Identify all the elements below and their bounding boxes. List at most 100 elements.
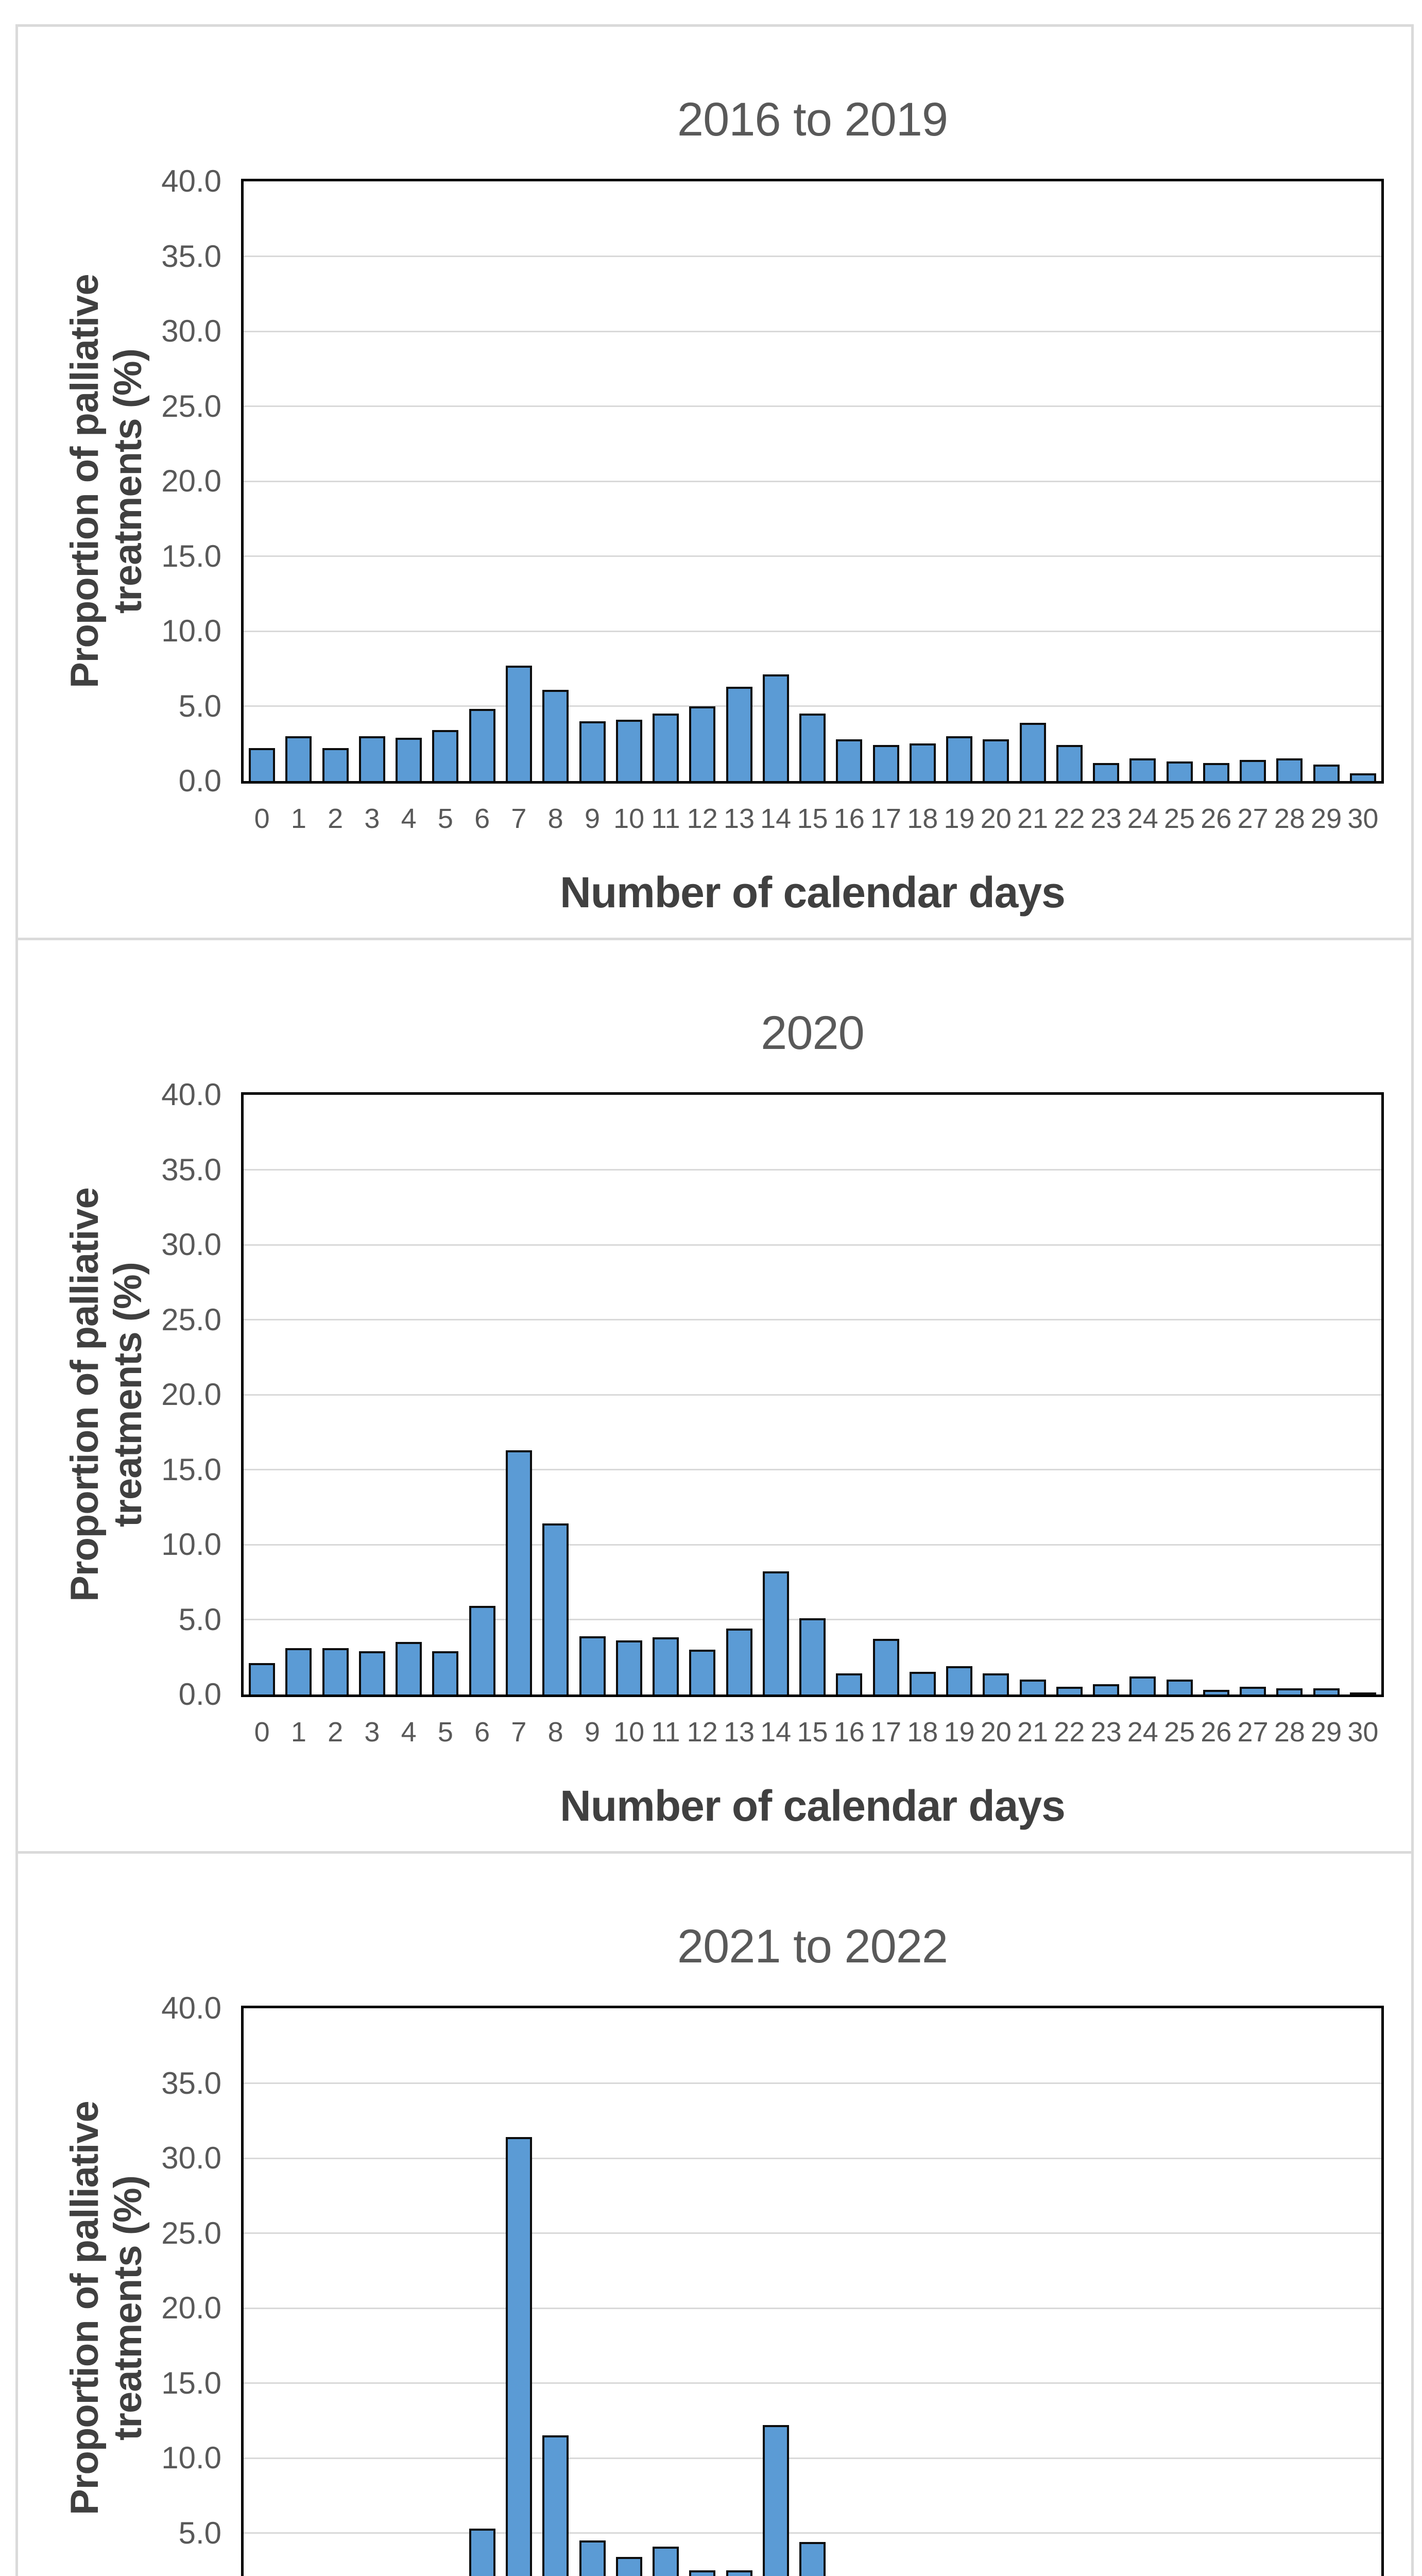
x-tick-label: 22	[1054, 803, 1085, 834]
x-tick-label: 5	[437, 803, 453, 834]
bar-day-11	[653, 714, 679, 781]
plot-area	[241, 1092, 1384, 1697]
bar-day-20	[983, 739, 1009, 781]
bar-day-29	[1313, 1688, 1340, 1694]
y-tick-label: 20.0	[161, 2291, 221, 2325]
x-tick-label: 7	[511, 1717, 527, 1748]
bar-day-12	[689, 1649, 716, 1694]
bar-day-11	[653, 1637, 679, 1694]
gridline	[244, 1394, 1381, 1396]
bar-day-30	[1349, 1692, 1376, 1694]
bar-day-2	[322, 748, 349, 781]
bar-day-15	[799, 714, 826, 781]
x-tick-label: 23	[1090, 1717, 1122, 1748]
x-tick-label: 26	[1201, 803, 1232, 834]
bar-day-17	[872, 1639, 899, 1694]
x-tick-label: 9	[584, 1717, 601, 1748]
y-tick-label: 0.0	[178, 1677, 221, 1711]
y-tick-label: 35.0	[161, 2065, 221, 2100]
bar-day-15	[799, 1618, 826, 1694]
bar-day-24	[1129, 758, 1156, 781]
bar-day-18	[909, 743, 936, 781]
bar-day-26	[1203, 1690, 1229, 1694]
x-tick-label: 4	[401, 803, 417, 834]
x-tick-label: 14	[760, 1717, 792, 1748]
bar-day-8	[542, 689, 569, 781]
x-tick-label: 9	[584, 803, 601, 834]
x-axis-title: Number of calendar days	[560, 1782, 1066, 1830]
gridline	[244, 1544, 1381, 1546]
x-tick-label: 10	[613, 1717, 645, 1748]
bar-day-0	[249, 748, 276, 781]
y-tick-label: 20.0	[161, 464, 221, 498]
bar-day-8	[542, 1523, 569, 1694]
y-tick-label: 40.0	[161, 164, 221, 198]
bar-day-24	[1129, 1676, 1156, 1694]
y-tick-label: 35.0	[161, 239, 221, 274]
figure-container: 2016 to 2019 Proportion of palliative tr…	[15, 24, 1414, 2576]
plot-area	[241, 2006, 1384, 2576]
gridline	[244, 2457, 1381, 2459]
gridline	[244, 630, 1381, 632]
y-tick-label: 10.0	[161, 1527, 221, 1562]
bar-day-29	[1313, 765, 1340, 781]
y-tick-label: 30.0	[161, 314, 221, 348]
y-axis-title: Proportion of palliative treatments (%)	[63, 274, 150, 688]
x-tick-label: 8	[547, 803, 563, 834]
bar-day-14	[762, 2425, 789, 2576]
gridline	[244, 1469, 1381, 1470]
bar-day-7	[505, 2137, 532, 2576]
bar-day-28	[1276, 1688, 1303, 1694]
x-tick-label: 20	[980, 1717, 1012, 1748]
x-tick-label: 16	[833, 1717, 865, 1748]
x-tick-label: 27	[1237, 803, 1269, 834]
x-tick-label: 29	[1311, 1717, 1342, 1748]
gridline	[244, 2082, 1381, 2084]
bar-day-25	[1166, 761, 1193, 781]
x-tick-label: 7	[511, 803, 527, 834]
bar-day-15	[799, 2542, 826, 2576]
y-tick-label: 40.0	[161, 1991, 221, 2025]
bar-day-13	[726, 1629, 752, 1694]
y-tick-label: 30.0	[161, 2141, 221, 2175]
bar-day-3	[358, 736, 385, 781]
y-tick-label: 25.0	[161, 1302, 221, 1337]
x-tick-label: 0	[254, 1717, 270, 1748]
x-tick-label: 21	[1017, 1717, 1049, 1748]
gridline	[244, 2232, 1381, 2234]
x-tick-label: 4	[401, 1717, 417, 1748]
x-tick-label: 5	[437, 1717, 453, 1748]
gridline	[244, 405, 1381, 407]
y-tick-label: 25.0	[161, 2215, 221, 2250]
x-tick-label: 24	[1127, 1717, 1158, 1748]
bar-day-22	[1056, 1687, 1083, 1694]
bar-day-19	[946, 736, 972, 781]
x-tick-label: 28	[1274, 803, 1305, 834]
x-tick-label: 3	[364, 1717, 380, 1748]
bar-day-23	[1093, 1684, 1120, 1694]
y-tick-label: 5.0	[178, 1602, 221, 1637]
bar-day-11	[653, 2546, 679, 2576]
y-tick-label: 25.0	[161, 388, 221, 423]
bar-day-20	[983, 1673, 1009, 1694]
x-tick-label: 29	[1311, 803, 1342, 834]
bar-day-12	[689, 706, 716, 781]
bar-day-6	[469, 709, 495, 781]
bar-day-9	[579, 2540, 606, 2576]
x-tick-label: 11	[651, 1717, 680, 1748]
gridline	[244, 2307, 1381, 2309]
bar-day-22	[1056, 745, 1083, 781]
bar-day-13	[726, 2570, 752, 2576]
y-tick-label: 35.0	[161, 1152, 221, 1187]
x-tick-label: 11	[651, 803, 680, 834]
bar-day-4	[396, 1642, 422, 1694]
bar-day-6	[469, 1606, 495, 1694]
bar-day-16	[836, 1673, 863, 1694]
bar-day-14	[762, 674, 789, 781]
bar-day-1	[285, 1648, 312, 1694]
x-tick-label: 17	[870, 803, 902, 834]
bar-day-8	[542, 2435, 569, 2576]
y-axis-title: Proportion of palliative treatments (%)	[63, 2101, 150, 2515]
x-tick-label: 2	[328, 803, 344, 834]
x-tick-label: 6	[474, 1717, 490, 1748]
